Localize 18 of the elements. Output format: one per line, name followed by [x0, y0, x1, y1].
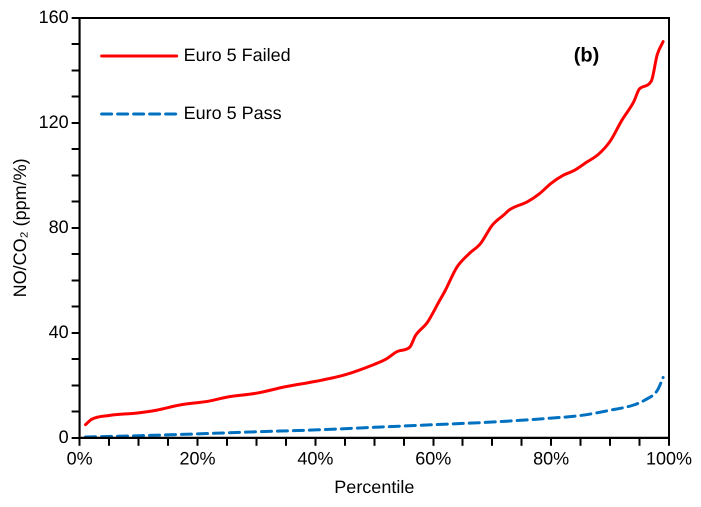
- legend-label: Euro 5 Pass: [184, 102, 282, 123]
- legend-label: Euro 5 Failed: [184, 44, 291, 65]
- line-series: [84, 376, 665, 438]
- x-axis-title: Percentile: [334, 477, 414, 498]
- line-series: [84, 40, 665, 426]
- x-tick-label: 100%: [646, 448, 692, 469]
- y-tick-label: 40: [48, 322, 69, 342]
- x-tick-label: 40%: [297, 448, 334, 469]
- x-tick-label: 80%: [533, 448, 570, 469]
- x-tick-label: 0%: [66, 448, 93, 469]
- annotation: (b): [574, 44, 600, 67]
- y-tick-label: 0: [58, 426, 69, 447]
- x-tick-label: 60%: [415, 448, 452, 469]
- x-tick-label: 20%: [179, 448, 216, 469]
- y-tick-label: 160: [38, 6, 69, 27]
- y-axis-title: NO/CO₂ (ppm/%): [10, 158, 30, 298]
- y-tick-label: 80: [48, 216, 69, 237]
- y-tick-label: 120: [38, 112, 69, 132]
